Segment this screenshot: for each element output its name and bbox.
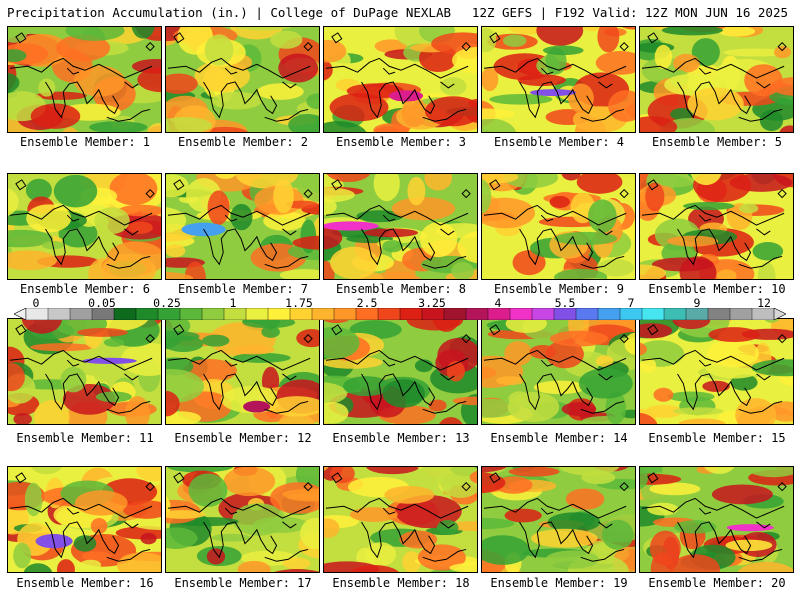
- precipitation-field: [640, 467, 793, 572]
- ensemble-member-map: [481, 26, 636, 133]
- colorbar-swatch: [443, 308, 467, 320]
- precipitation-field: [640, 319, 793, 424]
- ensemble-member-label: Ensemble Member: 7: [177, 282, 309, 296]
- ensemble-member-label: Ensemble Member: 10: [648, 282, 786, 296]
- precipitation-field: [324, 467, 477, 572]
- precipitation-field: [482, 174, 635, 279]
- ensemble-member-map: [323, 173, 478, 280]
- precipitation-field: [166, 319, 319, 424]
- ensemble-member-label: Ensemble Member: 20: [648, 576, 786, 590]
- colorbar-swatch: [597, 308, 621, 320]
- colorbar-tick-label: 1.75: [285, 296, 313, 310]
- ensemble-member-map: [323, 26, 478, 133]
- precipitation-field: [8, 467, 161, 572]
- colorbar-swatch: [707, 308, 731, 320]
- ensemble-member-label: Ensemble Member: 6: [19, 282, 151, 296]
- chart-title: Precipitation Accumulation (in.) | Colle…: [7, 5, 452, 20]
- precipitation-field: [640, 27, 793, 132]
- ensemble-member-map: [7, 318, 162, 425]
- colorbar-swatch: [641, 308, 665, 320]
- colorbar-tick-label: 0.05: [88, 296, 116, 310]
- color-scale-bar: [14, 308, 786, 320]
- model-run-info: 12Z GEFS | F192 Valid: 12Z MON JUN 16 20…: [471, 5, 788, 20]
- colorbar-tick-label: 3.25: [418, 296, 446, 310]
- ensemble-member-label: Ensemble Member: 1: [19, 135, 151, 149]
- ensemble-member-map: [323, 466, 478, 573]
- ensemble-member-label: Ensemble Member: 14: [490, 431, 628, 445]
- precipitation-field: [8, 319, 161, 424]
- precipitation-field: [8, 174, 161, 279]
- ensemble-member-map: [165, 26, 320, 133]
- colorbar-tick-label: 12: [757, 296, 771, 310]
- ensemble-member-map: [165, 173, 320, 280]
- precipitation-field: [166, 27, 319, 132]
- precipitation-field: [166, 174, 319, 279]
- colorbar-tick-label: 1: [229, 296, 237, 310]
- ensemble-member-label: Ensemble Member: 11: [16, 431, 154, 445]
- ensemble-member-label: Ensemble Member: 3: [335, 135, 467, 149]
- colorbar-swatch: [245, 308, 269, 320]
- colorbar-swatch: [311, 308, 335, 320]
- precipitation-field: [8, 27, 161, 132]
- ensemble-member-label: Ensemble Member: 12: [174, 431, 312, 445]
- colorbar-swatch: [729, 308, 753, 320]
- colorbar-swatch: [575, 308, 599, 320]
- ensemble-member-label: Ensemble Member: 18: [332, 576, 470, 590]
- colorbar-swatch: [531, 308, 555, 320]
- colorbar-max-arrow: [773, 308, 786, 320]
- colorbar-swatch: [509, 308, 533, 320]
- ensemble-member-label: Ensemble Member: 8: [335, 282, 467, 296]
- precipitation-field: [640, 174, 793, 279]
- ensemble-member-map: [481, 318, 636, 425]
- ensemble-member-label: Ensemble Member: 4: [493, 135, 625, 149]
- colorbar-tick-label: 9: [693, 296, 701, 310]
- ensemble-member-map: [481, 173, 636, 280]
- ensemble-member-label: Ensemble Member: 15: [648, 431, 786, 445]
- ensemble-member-map: [481, 466, 636, 573]
- ensemble-member-map: [323, 318, 478, 425]
- ensemble-member-label: Ensemble Member: 5: [651, 135, 783, 149]
- colorbar-tick-label: 7: [627, 296, 635, 310]
- colorbar-swatch: [179, 308, 203, 320]
- ensemble-member-map: [7, 466, 162, 573]
- colorbar-swatch: [201, 308, 225, 320]
- ensemble-member-label: Ensemble Member: 13: [332, 431, 470, 445]
- ensemble-member-map: [639, 466, 794, 573]
- ensemble-member-label: Ensemble Member: 16: [16, 576, 154, 590]
- ensemble-member-map: [165, 318, 320, 425]
- precipitation-field: [482, 467, 635, 572]
- ensemble-member-label: Ensemble Member: 17: [174, 576, 312, 590]
- precipitation-field: [324, 174, 477, 279]
- colorbar-swatch: [663, 308, 687, 320]
- ensemble-member-map: [165, 466, 320, 573]
- ensemble-member-map: [7, 173, 162, 280]
- ensemble-member-map: [7, 26, 162, 133]
- precipitation-field: [166, 467, 319, 572]
- ensemble-member-label: Ensemble Member: 19: [490, 576, 628, 590]
- colorbar-tick-label: 4: [494, 296, 502, 310]
- ensemble-member-map: [639, 26, 794, 133]
- ensemble-member-label: Ensemble Member: 2: [177, 135, 309, 149]
- colorbar-swatch: [377, 308, 401, 320]
- colorbar-swatch: [333, 308, 357, 320]
- precipitation-field: [482, 27, 635, 132]
- colorbar-min-arrow: [14, 308, 27, 320]
- colorbar-tick-label: 5.5: [554, 296, 576, 310]
- ensemble-member-map: [639, 318, 794, 425]
- ensemble-member-map: [639, 173, 794, 280]
- precipitation-field: [482, 319, 635, 424]
- colorbar-swatch: [113, 308, 137, 320]
- colorbar-swatch: [47, 308, 71, 320]
- precipitation-field: [324, 27, 477, 132]
- colorbar-tick-label: 2.5: [356, 296, 378, 310]
- precipitation-field: [324, 319, 477, 424]
- colorbar-swatch: [465, 308, 489, 320]
- ensemble-member-label: Ensemble Member: 9: [493, 282, 625, 296]
- colorbar-tick-label: 0: [32, 296, 40, 310]
- colorbar-tick-label: 0.25: [153, 296, 181, 310]
